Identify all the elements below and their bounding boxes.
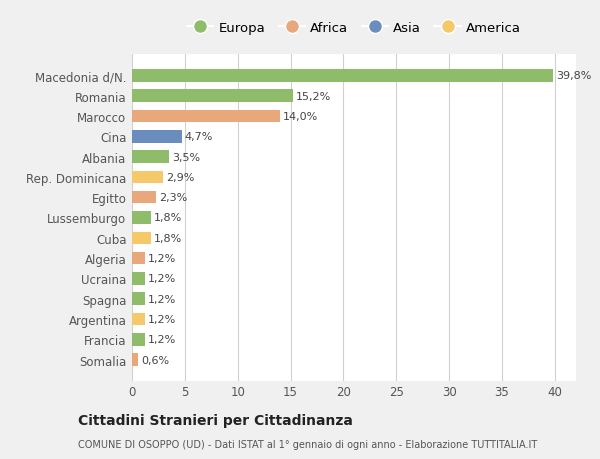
Text: 1,2%: 1,2% — [148, 335, 176, 345]
Text: 1,8%: 1,8% — [154, 213, 182, 223]
Text: 1,8%: 1,8% — [154, 233, 182, 243]
Bar — [132, 191, 157, 204]
Bar — [132, 151, 169, 163]
Text: 0,6%: 0,6% — [142, 355, 170, 365]
Bar — [132, 313, 145, 325]
Bar — [132, 90, 293, 103]
Bar — [132, 232, 151, 245]
Bar — [132, 212, 151, 224]
Text: 15,2%: 15,2% — [296, 91, 331, 101]
Text: 1,2%: 1,2% — [148, 253, 176, 263]
Bar — [132, 252, 145, 265]
Bar — [132, 293, 145, 305]
Legend: Europa, Africa, Asia, America: Europa, Africa, Asia, America — [184, 19, 524, 38]
Text: 1,2%: 1,2% — [148, 294, 176, 304]
Text: 1,2%: 1,2% — [148, 314, 176, 325]
Text: 4,7%: 4,7% — [185, 132, 213, 142]
Text: COMUNE DI OSOPPO (UD) - Dati ISTAT al 1° gennaio di ogni anno - Elaborazione TUT: COMUNE DI OSOPPO (UD) - Dati ISTAT al 1°… — [78, 440, 537, 449]
Text: 1,2%: 1,2% — [148, 274, 176, 284]
Bar — [132, 70, 553, 83]
Bar — [132, 273, 145, 285]
Bar — [132, 171, 163, 184]
Text: 39,8%: 39,8% — [556, 71, 591, 81]
Text: 14,0%: 14,0% — [283, 112, 319, 122]
Bar — [132, 333, 145, 346]
Text: 3,5%: 3,5% — [172, 152, 200, 162]
Bar — [132, 353, 139, 366]
Text: 2,3%: 2,3% — [160, 193, 188, 203]
Text: Cittadini Stranieri per Cittadinanza: Cittadini Stranieri per Cittadinanza — [78, 414, 353, 428]
Bar — [132, 131, 182, 143]
Text: 2,9%: 2,9% — [166, 173, 194, 183]
Bar — [132, 111, 280, 123]
